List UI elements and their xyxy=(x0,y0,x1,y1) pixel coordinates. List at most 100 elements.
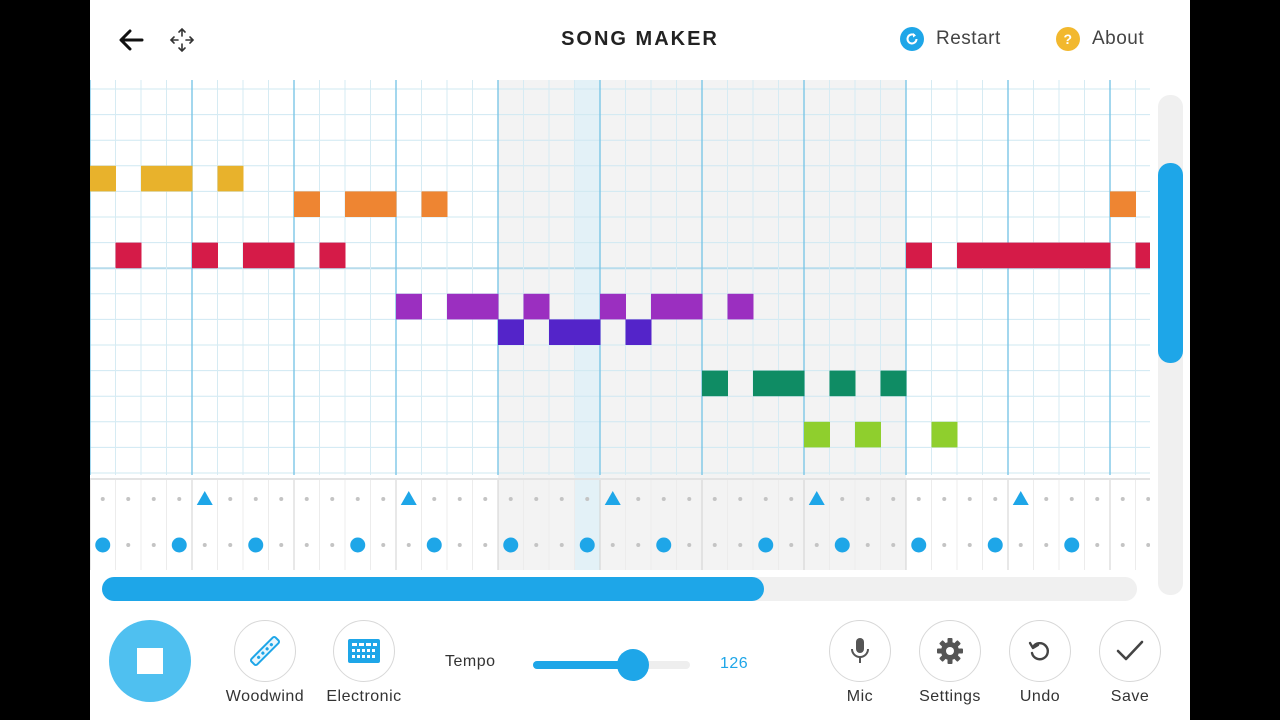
rhythm-dot xyxy=(228,543,233,547)
rhythm-dot xyxy=(355,497,360,501)
tempo-slider[interactable] xyxy=(533,649,690,681)
rhythm-circle xyxy=(911,537,927,553)
electronic-button[interactable]: Electronic xyxy=(319,620,409,706)
rhythm-dot xyxy=(661,497,666,501)
rhythm-dot xyxy=(789,543,794,547)
rhythm-triangle xyxy=(196,491,213,505)
rhythm-dot xyxy=(1095,497,1100,501)
about-icon: ? xyxy=(1056,27,1080,51)
song-progress-bar[interactable] xyxy=(102,577,1137,601)
melody-note xyxy=(1110,191,1136,217)
melody-note xyxy=(600,293,626,320)
back-button[interactable] xyxy=(118,28,144,52)
settings-button[interactable]: Settings xyxy=(905,620,995,706)
melody-note xyxy=(982,242,1009,269)
melody-note xyxy=(829,370,856,397)
mic-button[interactable]: Mic xyxy=(815,620,905,706)
rhythm-dot xyxy=(253,497,258,501)
rhythm-dot xyxy=(202,543,207,547)
rhythm-dot xyxy=(457,543,462,547)
bottom-toolbar: Woodwind Electronic Tempo 126 xyxy=(90,610,1190,720)
rhythm-triangle xyxy=(1012,491,1029,505)
rhythm-dot xyxy=(814,543,819,547)
rhythm-dot xyxy=(432,497,437,501)
rhythm-dot xyxy=(151,543,156,547)
melody-note xyxy=(294,191,320,217)
about-button[interactable]: ? About xyxy=(1056,27,1144,51)
melody-note xyxy=(345,191,371,217)
rhythm-dot xyxy=(381,543,386,547)
melody-note xyxy=(90,165,116,192)
rhythm-dot xyxy=(763,497,768,501)
rhythm-dot xyxy=(916,497,921,501)
song-grid[interactable] xyxy=(90,80,1150,570)
rhythm-triangle xyxy=(808,491,825,505)
tempo-slider-handle[interactable] xyxy=(617,649,650,681)
rhythm-circle xyxy=(656,537,672,553)
rhythm-circle xyxy=(248,537,264,553)
restart-icon xyxy=(900,27,924,51)
rhythm-dot xyxy=(891,543,896,547)
undo-button[interactable]: Undo xyxy=(995,620,1085,706)
rhythm-circle xyxy=(95,537,111,553)
melody-note xyxy=(855,421,881,448)
melody-note xyxy=(727,293,754,320)
stop-button[interactable] xyxy=(109,620,191,702)
melody-note xyxy=(1135,242,1150,269)
rhythm-dot xyxy=(840,497,845,501)
vertical-scrollbar[interactable] xyxy=(1158,95,1183,595)
fullscreen-move-button[interactable] xyxy=(168,26,196,54)
save-button[interactable]: Save xyxy=(1085,620,1175,706)
rhythm-dot xyxy=(483,543,488,547)
rhythm-dot xyxy=(1069,497,1074,501)
back-arrow-icon xyxy=(119,29,144,51)
rhythm-dot xyxy=(712,543,717,547)
rhythm-dot xyxy=(1044,543,1049,547)
melody-note xyxy=(472,293,499,320)
rhythm-dot xyxy=(304,543,309,547)
melody-note xyxy=(574,319,601,345)
woodwind-button[interactable]: Woodwind xyxy=(220,620,310,706)
rhythm-dot xyxy=(942,543,947,547)
rhythm-dot xyxy=(967,543,972,547)
save-label: Save xyxy=(1110,688,1150,705)
melody-note xyxy=(702,370,728,397)
rhythm-dot xyxy=(279,543,284,547)
rhythm-dot xyxy=(687,497,692,501)
melody-note xyxy=(421,191,448,217)
rhythm-dot xyxy=(126,543,131,547)
rhythm-dot xyxy=(508,497,513,501)
tempo-slider-fill xyxy=(533,661,634,669)
check-icon xyxy=(1116,640,1144,661)
melody-note xyxy=(243,242,269,269)
melody-note xyxy=(906,242,932,269)
rhythm-dot xyxy=(891,497,896,501)
melody-note xyxy=(523,293,550,320)
tempo-label: Tempo xyxy=(445,653,496,670)
about-label: About xyxy=(1092,28,1145,49)
rhythm-dot xyxy=(330,543,335,547)
rhythm-dot xyxy=(1146,543,1150,547)
rhythm-circle xyxy=(579,537,595,553)
rhythm-circle xyxy=(503,537,519,553)
rhythm-dot xyxy=(330,497,335,501)
melody-note xyxy=(804,421,830,448)
rhythm-dot xyxy=(967,497,972,501)
song-progress-fill[interactable] xyxy=(102,577,765,601)
undo-label: Undo xyxy=(1019,688,1061,705)
rhythm-dot xyxy=(126,497,131,501)
restart-button[interactable]: Restart xyxy=(900,27,1001,51)
rhythm-circle xyxy=(1064,537,1080,553)
rhythm-circle xyxy=(987,537,1003,553)
melody-note xyxy=(1008,242,1034,269)
melody-note xyxy=(625,319,652,345)
rhythm-dot xyxy=(1018,543,1023,547)
melody-rhythm-grid[interactable] xyxy=(90,80,1150,570)
stop-icon xyxy=(137,648,163,674)
rhythm-dot xyxy=(865,543,870,547)
rhythm-dot xyxy=(687,543,692,547)
rhythm-dot xyxy=(712,497,717,501)
melody-note xyxy=(498,319,524,345)
melody-note xyxy=(957,242,983,269)
vertical-scroll-thumb[interactable] xyxy=(1158,163,1183,363)
